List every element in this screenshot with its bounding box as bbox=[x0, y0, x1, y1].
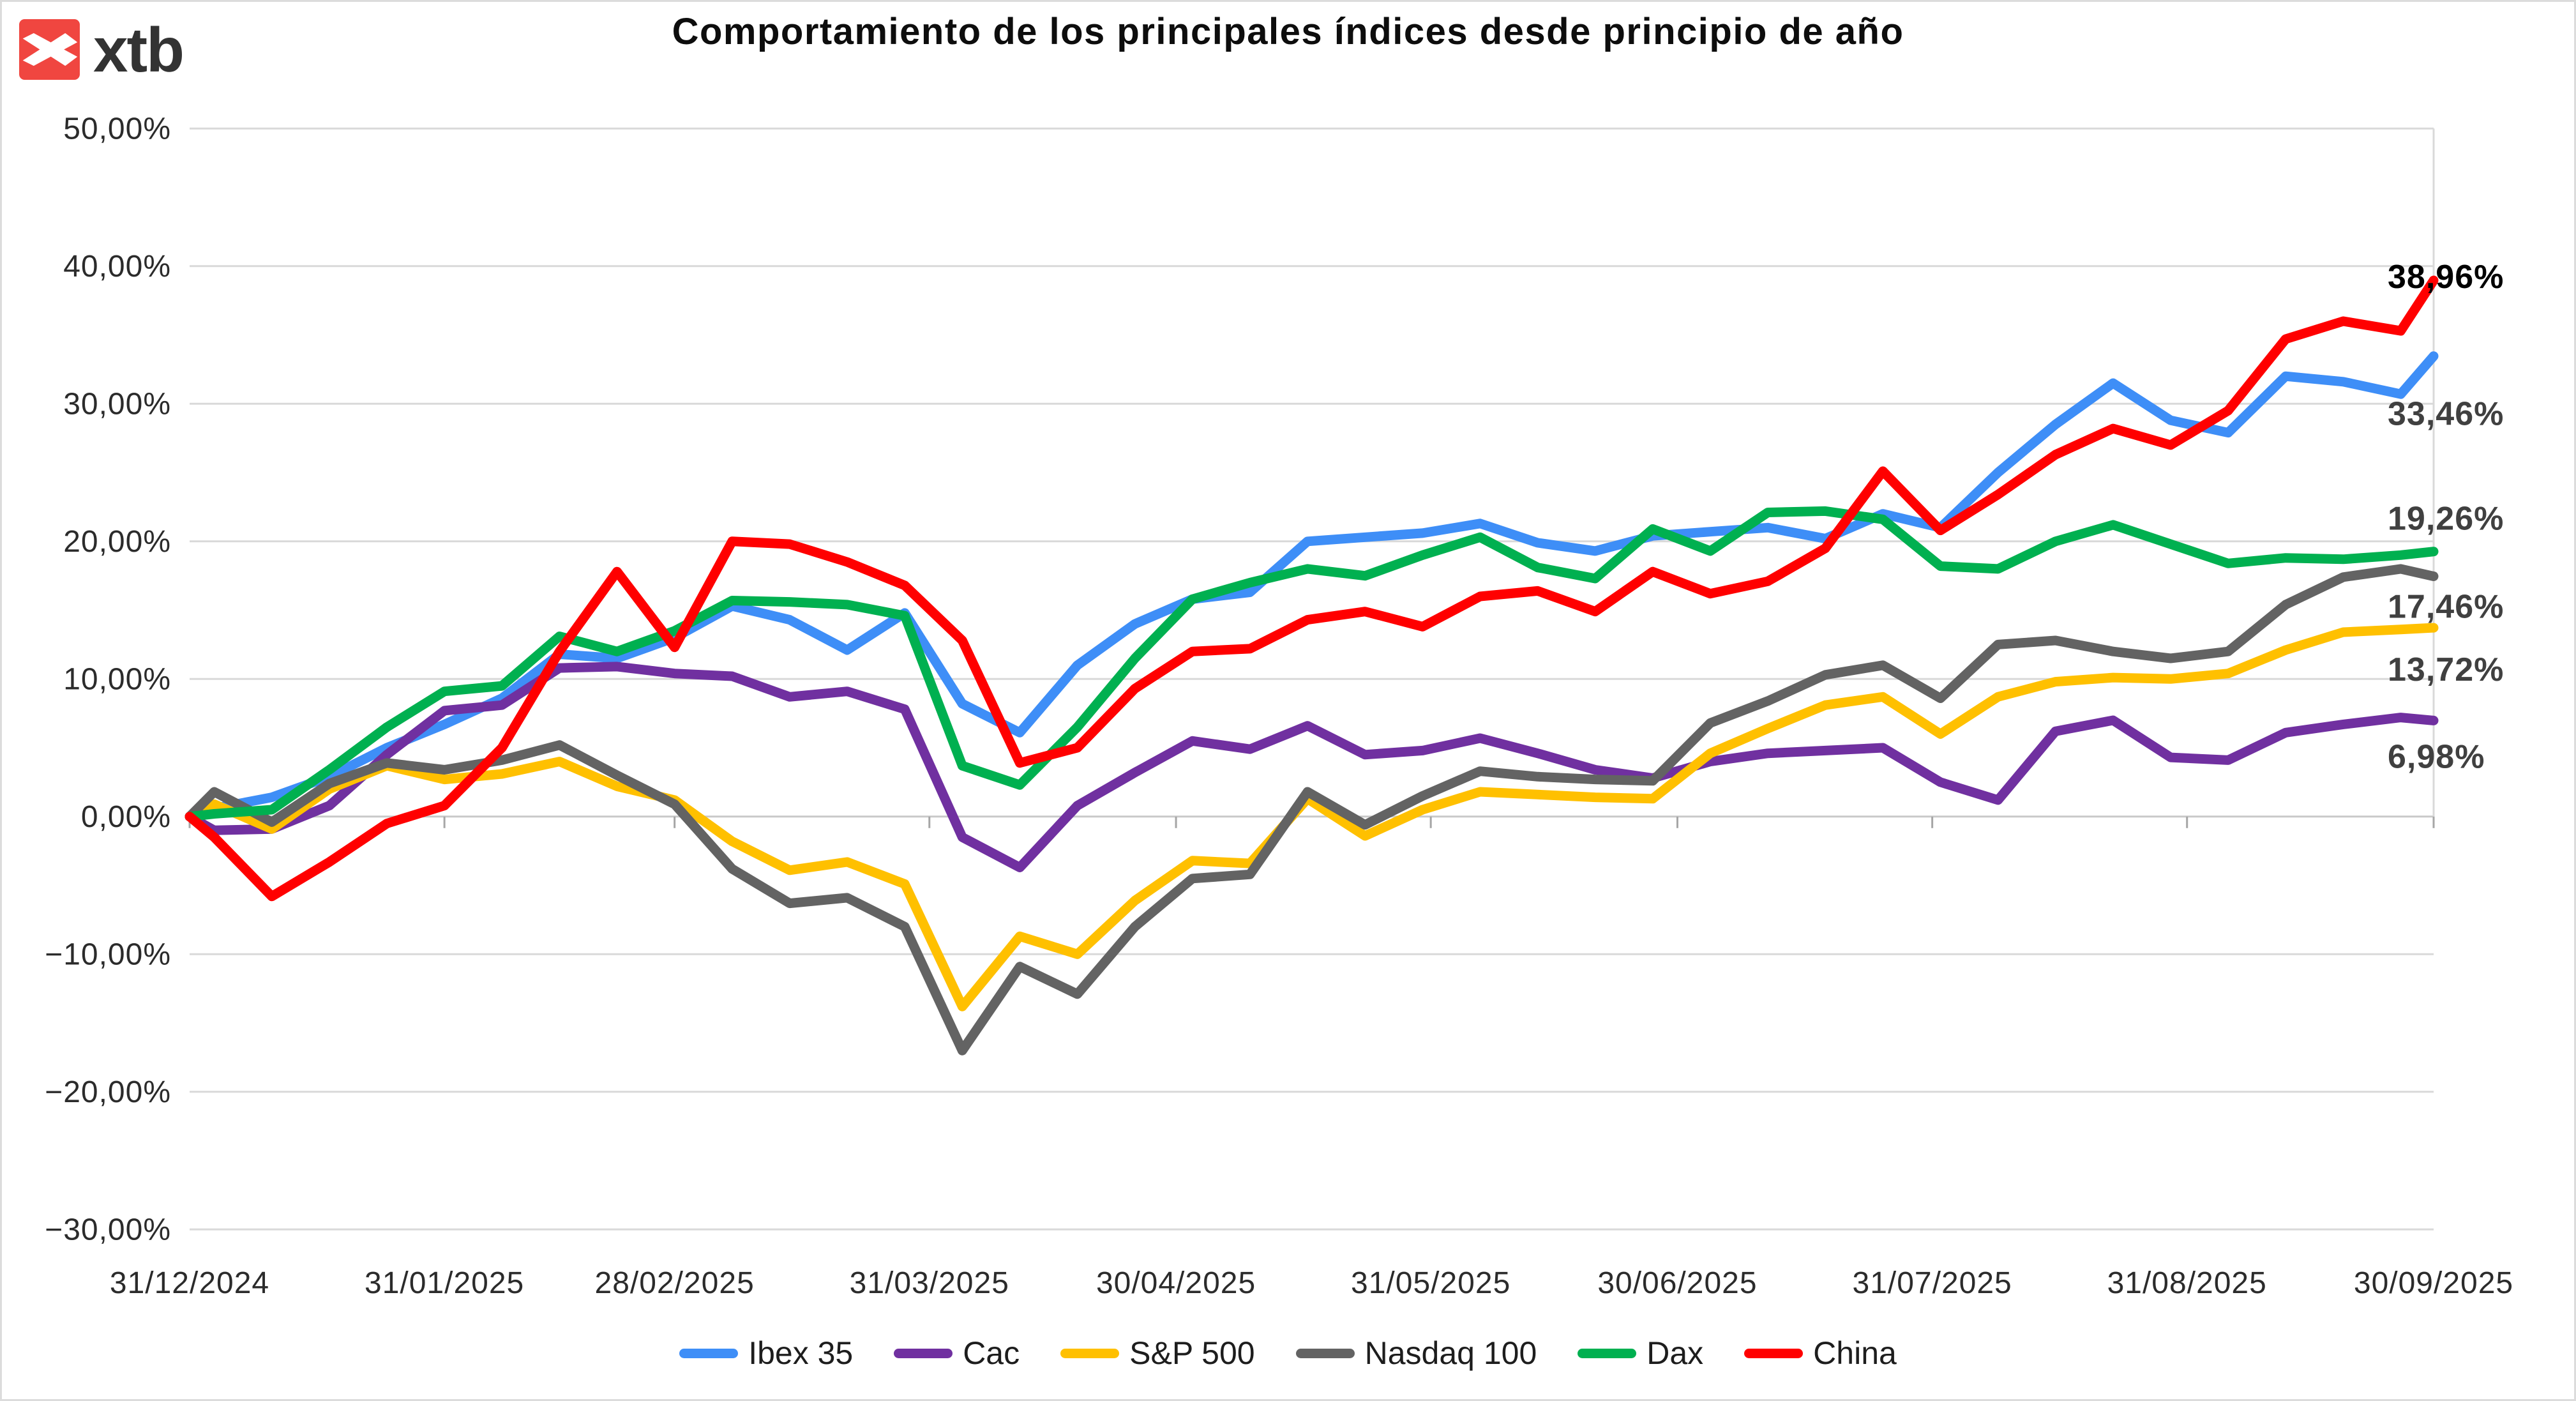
y-tick-label: 20,00% bbox=[63, 525, 171, 559]
y-tick-label: 10,00% bbox=[63, 662, 171, 696]
page-title: Comportamiento de los principales índice… bbox=[672, 11, 1904, 52]
legend-item-dax: Dax bbox=[1578, 1335, 1703, 1372]
legend-item-nasdaq-100: Nasdaq 100 bbox=[1295, 1335, 1537, 1372]
legend-swatch-icon bbox=[679, 1348, 739, 1358]
series-end-label: 13,72% bbox=[2388, 651, 2504, 688]
xtb-logo-icon bbox=[19, 19, 80, 80]
y-tick-label: 30,00% bbox=[63, 387, 171, 421]
y-tick-label: 40,00% bbox=[63, 250, 171, 284]
series-end-label: 33,46% bbox=[2388, 396, 2504, 433]
legend-label: China bbox=[1813, 1335, 1897, 1371]
legend-item-ibex-35: Ibex 35 bbox=[679, 1335, 853, 1372]
chart-legend: Ibex 35 Cac S&P 500 Nasdaq 100 Dax China bbox=[0, 1335, 2576, 1372]
y-tick-label: 50,00% bbox=[63, 112, 171, 146]
legend-label: Ibex 35 bbox=[748, 1335, 854, 1371]
x-tick-label: 30/09/2025 bbox=[2354, 1266, 2513, 1300]
logo-wordmark: xtb bbox=[93, 15, 185, 85]
x-tick-label: 30/04/2025 bbox=[1096, 1266, 1256, 1300]
xtb-logo bbox=[19, 19, 80, 80]
legend-swatch-icon bbox=[1060, 1348, 1120, 1358]
series-line-china bbox=[185, 275, 2439, 902]
legend-label: Dax bbox=[1646, 1335, 1704, 1371]
legend-label: Nasdaq 100 bbox=[1364, 1335, 1537, 1371]
legend-swatch-icon bbox=[894, 1348, 953, 1358]
series-end-label: 38,96% bbox=[2388, 259, 2504, 296]
series-end-label: 17,46% bbox=[2388, 589, 2504, 626]
x-tick-label: 31/05/2025 bbox=[1351, 1266, 1510, 1300]
x-tick-label: 31/03/2025 bbox=[850, 1266, 1009, 1300]
series-line-ibex-35 bbox=[185, 351, 2439, 822]
x-tick-label: 31/12/2024 bbox=[110, 1266, 269, 1300]
legend-swatch-icon bbox=[1744, 1348, 1804, 1358]
y-tick-label: −30,00% bbox=[45, 1213, 171, 1246]
legend-label: S&P 500 bbox=[1129, 1335, 1255, 1371]
legend-item-s-p-500: S&P 500 bbox=[1060, 1335, 1255, 1372]
legend-item-cac: Cac bbox=[894, 1335, 1020, 1372]
y-tick-label: −20,00% bbox=[45, 1075, 171, 1109]
legend-item-china: China bbox=[1744, 1335, 1897, 1372]
legend-label: Cac bbox=[963, 1335, 1020, 1371]
x-tick-label: 31/07/2025 bbox=[1853, 1266, 2012, 1300]
y-tick-label: 0,00% bbox=[81, 800, 171, 834]
x-tick-label: 28/02/2025 bbox=[595, 1266, 755, 1300]
legend-swatch-icon bbox=[1295, 1348, 1355, 1358]
y-tick-label: −10,00% bbox=[45, 937, 171, 971]
series-line-nasdaq-100 bbox=[185, 564, 2439, 1056]
series-line-dax bbox=[185, 506, 2439, 822]
x-tick-label: 31/01/2025 bbox=[365, 1266, 524, 1300]
series-end-label: 19,26% bbox=[2388, 501, 2504, 538]
x-tick-label: 30/06/2025 bbox=[1597, 1266, 1757, 1300]
x-tick-label: 31/08/2025 bbox=[2107, 1266, 2267, 1300]
series-end-label: 6,98% bbox=[2388, 738, 2485, 775]
legend-swatch-icon bbox=[1578, 1348, 1637, 1358]
